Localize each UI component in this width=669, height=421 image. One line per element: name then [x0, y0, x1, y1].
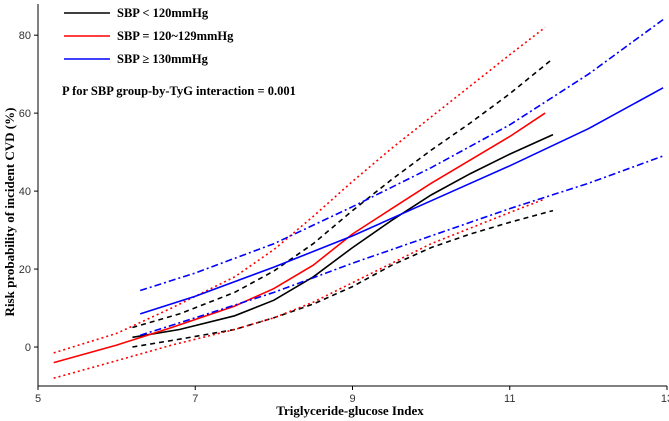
y-tick-label: 20	[19, 264, 31, 276]
interaction-annotation: P for SBP group-by-TyG interaction = 0.0…	[62, 84, 296, 98]
legend: SBP < 120mmHg SBP = 120~129mmHg SBP ≥ 13…	[64, 6, 234, 66]
x-tick-label: 11	[504, 393, 515, 405]
legend-label-sbp-lt-120: SBP < 120mmHg	[117, 6, 209, 20]
series-2-estimate-line	[139, 87, 664, 315]
y-ticks: 0 20 40 60 80	[19, 30, 38, 354]
legend-label-sbp-120-129: SBP = 120~129mmHg	[117, 29, 234, 43]
y-tick-label: 0	[25, 342, 31, 354]
x-tick-label: 7	[192, 393, 198, 405]
series-2-lower-line	[139, 155, 664, 337]
series-0-upper-line	[132, 57, 554, 329]
legend-label-sbp-ge-130: SBP ≥ 130mmHg	[117, 52, 209, 66]
plot-lines	[53, 18, 664, 379]
series-2-upper-line	[139, 18, 664, 292]
series-1-lower-line	[53, 198, 546, 379]
y-axis-title: Risk probability of incident CVD (%)	[2, 108, 17, 317]
x-ticks: 5 7 9 11 13	[35, 386, 669, 405]
y-tick-label: 80	[19, 30, 31, 42]
series-0-estimate-line	[132, 133, 554, 339]
series-1-estimate-line	[53, 112, 546, 364]
x-tick-label: 5	[35, 393, 41, 405]
series-0-lower-line	[132, 209, 554, 348]
x-tick-label: 9	[349, 393, 355, 405]
series-1-upper-line	[53, 26, 546, 354]
y-tick-label: 60	[19, 108, 31, 120]
x-axis-title: Triglyceride-glucose Index	[276, 403, 424, 418]
y-tick-label: 40	[19, 186, 31, 198]
x-tick-label: 13	[661, 393, 669, 405]
